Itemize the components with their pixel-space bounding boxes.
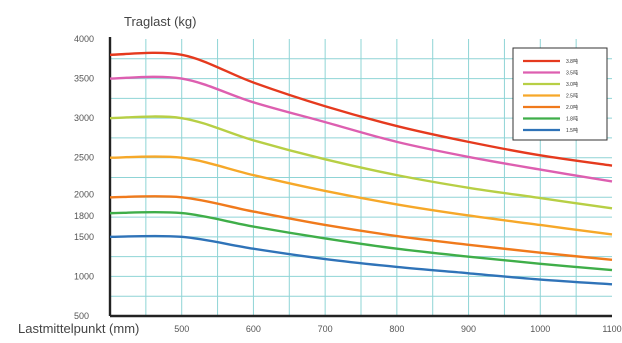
- x-tick-label: 1100: [602, 324, 621, 334]
- x-tick-label: 800: [389, 324, 404, 334]
- x-tick-label: 900: [461, 324, 476, 334]
- y-tick-label: 500: [74, 311, 89, 321]
- series-line-2: [109, 75, 613, 183]
- y-tick-label: 3000: [74, 113, 94, 123]
- x-tick-label: 700: [318, 324, 333, 334]
- legend-box: [512, 47, 608, 141]
- legend-label: 2.0吨: [566, 104, 578, 111]
- legend-label: 2.5吨: [566, 93, 578, 100]
- series-line-5: [109, 195, 613, 262]
- y-tick-label: 2000: [74, 189, 94, 199]
- legend-label: 3.0吨: [566, 81, 578, 88]
- y-tick-label: 1800: [74, 211, 94, 221]
- series-line-7: [109, 234, 613, 286]
- series-line-6: [109, 210, 613, 272]
- series-line-3: [109, 115, 613, 210]
- x-tick-label: 1000: [530, 324, 550, 334]
- x-tick-label: 500: [174, 324, 189, 334]
- plot-frame: [108, 37, 612, 318]
- legend: 3.8吨 3.5吨 3.0吨 2.5吨 2.0吨 1.8吨 1.5吨: [512, 47, 608, 141]
- x-axis-title: Lastmittelpunkt (mm): [18, 321, 139, 336]
- legend-label: 3.8吨: [566, 58, 578, 65]
- x-tick-label: 600: [246, 324, 261, 334]
- legend-label: 1.5吨: [566, 127, 578, 134]
- legend-label: 3.5吨: [566, 70, 578, 77]
- y-tick-label: 1000: [74, 271, 94, 281]
- x-tick-labels: 500 600 700 800 900 1000 1100: [174, 324, 621, 334]
- y-tick-label: 4000: [74, 34, 94, 44]
- y-axis-title: Traglast (kg): [124, 14, 196, 29]
- y-tick-label: 3500: [74, 74, 94, 84]
- y-tick-label: 2500: [74, 153, 94, 163]
- legend-label: 1.8吨: [566, 116, 578, 123]
- series-line-1: [109, 51, 613, 167]
- y-tick-label: 1500: [74, 232, 94, 242]
- series-lines: [109, 51, 613, 286]
- y-tick-labels: 500 1000 1500 1800 2000 2500 3000 3500 4000: [74, 34, 94, 321]
- series-line-4: [109, 155, 613, 236]
